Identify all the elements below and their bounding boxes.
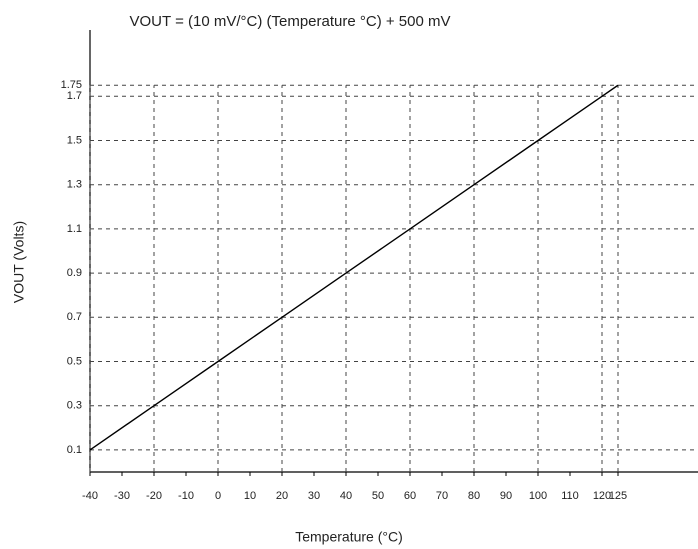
x-tick-label: 100: [529, 490, 547, 502]
x-tick-label: 40: [340, 490, 352, 502]
x-tick-label: 0: [215, 490, 221, 502]
y-tick-label: 1.3: [67, 179, 82, 191]
x-tick-label: 125: [609, 490, 627, 502]
x-tick-label: -40: [82, 490, 98, 502]
x-tick-label: 110: [561, 490, 579, 502]
y-tick-label: 0.9: [67, 267, 82, 279]
x-tick-label: 70: [436, 490, 448, 502]
x-tick-label: 60: [404, 490, 416, 502]
y-tick-label: 0.7: [67, 311, 82, 323]
y-tick-label: 1.1: [67, 223, 82, 235]
x-tick-label: 10: [244, 490, 256, 502]
y-tick-label: 0.1: [67, 444, 82, 456]
x-tick-label: 50: [372, 490, 384, 502]
x-tick-label: -30: [114, 490, 130, 502]
x-tick-label: -10: [178, 490, 194, 502]
x-tick-label: 80: [468, 490, 480, 502]
x-axis-label: Temperature (°C): [295, 529, 403, 545]
y-tick-label: 1.75: [61, 79, 82, 91]
y-tick-label: 1.7: [67, 90, 82, 102]
y-tick-label: 0.3: [67, 400, 82, 412]
chart-title: VOUT = (10 mV/°C) (Temperature °C) + 500…: [130, 13, 451, 30]
x-tick-label: 20: [276, 490, 288, 502]
x-tick-label: 90: [500, 490, 512, 502]
y-tick-label: 1.5: [67, 134, 82, 146]
x-tick-label: 120: [593, 490, 611, 502]
data-line: [89, 84, 619, 451]
x-tick-label: 30: [308, 490, 320, 502]
x-tick-label: -20: [146, 490, 162, 502]
y-tick-label: 0.5: [67, 355, 82, 367]
y-axis-label: VOUT (Volts): [11, 221, 27, 303]
